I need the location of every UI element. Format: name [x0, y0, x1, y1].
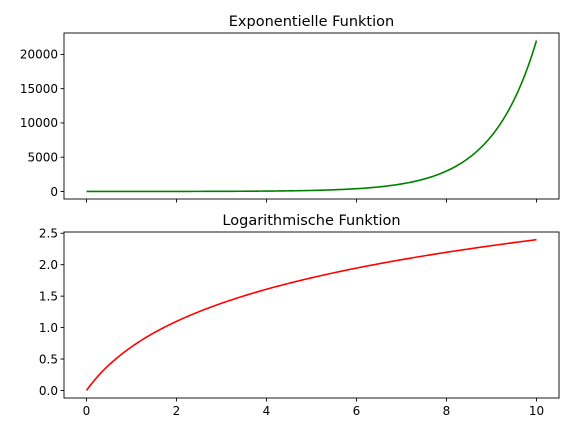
- y-tick-label: 10000: [20, 116, 58, 130]
- x-tick-label: 4: [263, 404, 271, 418]
- y-tick-label: 1.5: [39, 289, 58, 303]
- series-line-logarithmic: [85, 238, 537, 391]
- subplot-exponential: Exponentielle Funktion 0 5000 10000 15000 20…: [20, 14, 560, 203]
- y-axis-logarithmic: 0.0 0.5 1.0 1.5 2.0 2.5: [39, 227, 64, 398]
- y-tick-label: 1.0: [39, 321, 58, 335]
- y-tick-label: 2.0: [39, 258, 58, 272]
- series-line-exponential: [86, 40, 538, 193]
- y-tick-label: 15000: [20, 82, 58, 96]
- x-axis-logarithmic: 0 2 4 6 8 10: [83, 398, 544, 418]
- axes-frame-logarithmic: [63, 231, 560, 399]
- axes-frame-exponential: [63, 32, 560, 200]
- y-tick-label: 5000: [27, 150, 58, 164]
- y-tick-label: 0: [50, 185, 58, 199]
- y-tick-label: 0.0: [39, 384, 58, 398]
- y-tick-label: 2.5: [39, 227, 58, 241]
- y-axis-exponential: 0 5000 10000 15000 20000: [20, 48, 64, 199]
- x-tick-label: 6: [353, 404, 361, 418]
- subplot-logarithmic: Logarithmische Funktion 0.0 0.5 1.0 1.5 2.0 2…: [39, 213, 560, 418]
- y-tick-label: 0.5: [39, 352, 58, 366]
- y-tick-label: 20000: [20, 48, 58, 62]
- plot-area-logarithmic: [85, 238, 537, 391]
- x-tick-label: 2: [173, 404, 181, 418]
- chart-title-logarithmic: Logarithmische Funktion: [222, 213, 400, 229]
- x-axis-exponential: [86, 199, 537, 203]
- x-tick-label: 10: [529, 404, 544, 418]
- plot-area-exponential: [86, 40, 538, 193]
- chart-title-exponential: Exponentielle Funktion: [229, 14, 394, 30]
- x-tick-label: 8: [443, 404, 451, 418]
- x-tick-label: 0: [83, 404, 91, 418]
